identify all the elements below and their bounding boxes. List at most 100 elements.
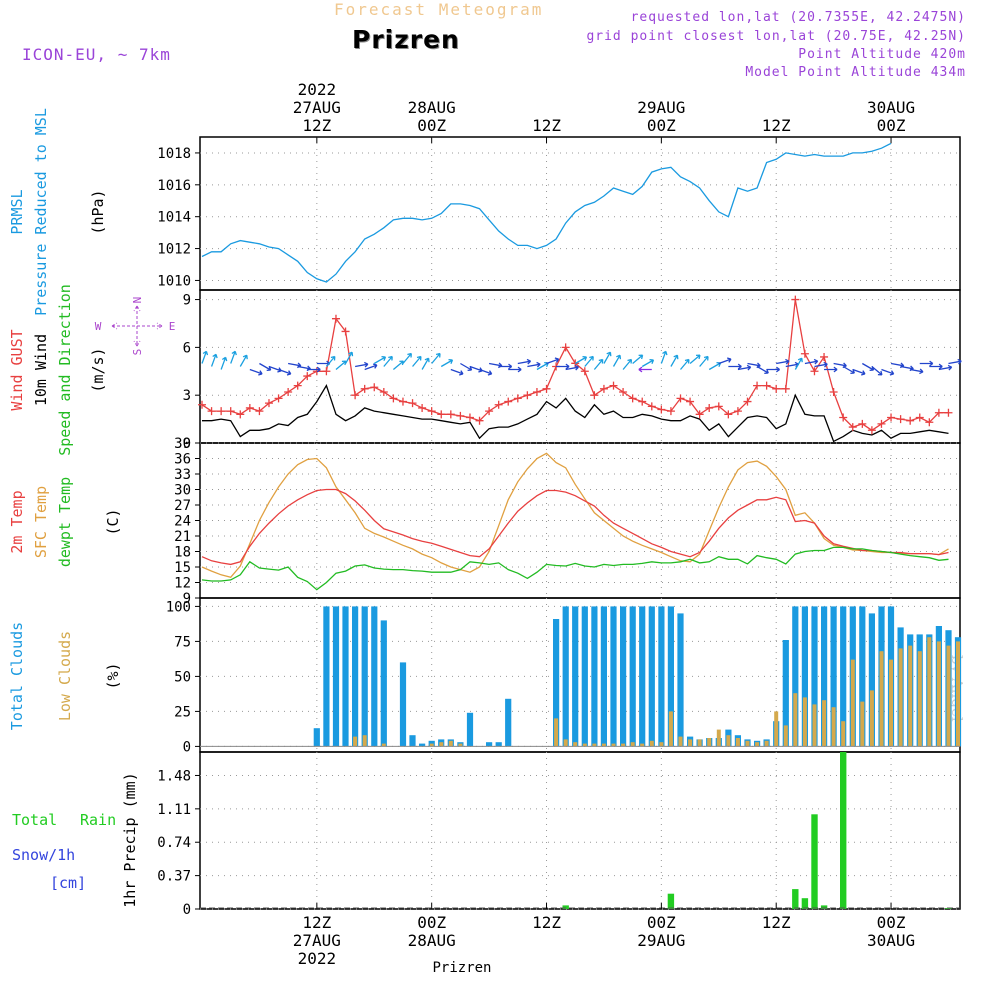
dewpoint-line xyxy=(201,546,949,591)
total-cloud-bar xyxy=(581,606,588,747)
wind-direction-arrow xyxy=(852,368,866,376)
bottom-time-label: 00Z xyxy=(877,913,906,932)
snow-unit-label: [cm] xyxy=(50,874,86,892)
total-cloud-bar xyxy=(313,728,320,747)
low-cloud-bar xyxy=(362,735,367,747)
low-cloud-bar xyxy=(860,701,865,747)
low-cloud-bar xyxy=(755,742,760,747)
gust-marker xyxy=(638,397,647,406)
gust-marker xyxy=(666,407,675,416)
gust-marker xyxy=(906,416,915,425)
top-time-label: 30AUG xyxy=(867,98,915,117)
y-tick-label: 18 xyxy=(174,545,191,561)
y-tick-label: 1016 xyxy=(157,178,191,194)
wind-direction-arrow xyxy=(355,361,369,368)
gust-marker xyxy=(858,419,867,428)
total-cloud-bar xyxy=(361,606,368,747)
gust-marker xyxy=(370,383,379,392)
low-cloud-bar xyxy=(841,721,846,747)
wind-direction-arrow xyxy=(660,350,668,364)
wind-direction-arrow xyxy=(508,366,522,373)
low-cloud-bar xyxy=(917,651,922,747)
gust-marker xyxy=(609,381,618,390)
wind-direction-arrow xyxy=(230,350,237,364)
wind-direction-arrow xyxy=(412,355,422,367)
model-altitude: Model Point Altitude 434m xyxy=(745,65,966,80)
wind-direction-arrow xyxy=(699,355,709,367)
total-cloud-bar xyxy=(352,606,359,747)
gust-marker xyxy=(523,391,532,400)
y-tick-label: 12 xyxy=(174,576,191,592)
low-cloud-bar xyxy=(621,743,626,747)
bottom-time-label: 2022 xyxy=(298,949,337,968)
y-tick-label: 1010 xyxy=(157,273,191,289)
prmsl-desc-label: Pressure Reduced to MSL xyxy=(32,108,50,316)
low-cloud-bar xyxy=(783,725,788,747)
wind-panel-label-3: Speed and Direction xyxy=(56,284,74,456)
rain-bar xyxy=(840,752,847,909)
bottom-time-label: 12Z xyxy=(302,913,331,932)
top-time-label: 00Z xyxy=(877,116,906,135)
wind-direction-arrow xyxy=(201,350,209,364)
low-cloud-bar xyxy=(439,742,444,747)
wind-direction-arrow xyxy=(440,358,454,368)
y-tick-label: 75 xyxy=(174,634,191,650)
total-cloud-bar xyxy=(658,606,665,747)
total-cloud-bar xyxy=(859,606,866,747)
total-cloud-bar xyxy=(677,613,684,747)
wind-speed-line xyxy=(202,384,949,443)
wind-direction-arrow xyxy=(737,364,752,371)
gust-marker xyxy=(465,413,474,422)
total-cloud-bar xyxy=(610,606,617,747)
gust-marker xyxy=(236,410,245,419)
gust-marker xyxy=(820,352,829,361)
gust-marker xyxy=(887,413,896,422)
top-time-label: 2022 xyxy=(298,80,337,99)
gust-marker xyxy=(542,384,551,393)
wind-direction-arrow xyxy=(307,366,321,373)
bottom-time-label: 28AUG xyxy=(408,931,456,950)
low-cloud-bar xyxy=(429,743,434,747)
low-cloud-bar xyxy=(716,729,721,747)
wind-panel-label-1: Wind GUST xyxy=(8,329,26,410)
total-cloud-bar xyxy=(572,606,579,747)
gust-marker xyxy=(686,397,695,406)
low-cloud-bar xyxy=(927,637,932,747)
wind-direction-arrow xyxy=(556,363,570,370)
y-tick-label: 0 xyxy=(183,739,191,755)
gust-marker xyxy=(829,388,838,396)
top-time-label: 29AUG xyxy=(637,98,685,117)
low-cloud-bar xyxy=(879,651,884,747)
low-cloud-bar xyxy=(697,739,702,747)
wind-direction-arrow xyxy=(622,358,633,370)
compass-west-label: W xyxy=(95,320,102,333)
wind-direction-arrow xyxy=(938,364,953,371)
y-tick-label: 1012 xyxy=(157,242,191,258)
low-cloud-bar xyxy=(649,740,654,747)
low-cloud-bar xyxy=(563,739,568,747)
low-cloud-bar xyxy=(554,718,559,747)
y-tick-label: 30 xyxy=(174,483,191,499)
low-cloud-bar xyxy=(458,743,463,747)
wind-unit-label: (m/s) xyxy=(89,347,107,392)
pressure-unit-label: (hPa) xyxy=(89,189,107,234)
gust-marker xyxy=(322,367,331,376)
y-tick-label: 0.37 xyxy=(157,869,191,885)
total-cloud-bar xyxy=(591,606,598,747)
low-cloud-bar xyxy=(936,641,941,747)
low-cloud-bar xyxy=(611,743,616,747)
top-time-label: 00Z xyxy=(647,116,676,135)
rain-bar xyxy=(811,814,818,909)
total-cloud-bar xyxy=(505,698,512,747)
total-cloud-bar xyxy=(792,606,799,747)
y-tick-label: 25 xyxy=(174,704,191,720)
total-cloud-bar xyxy=(419,743,426,747)
wind-direction-arrow xyxy=(794,357,803,370)
gust-marker xyxy=(743,397,752,406)
wind-direction-arrow xyxy=(804,358,819,365)
low-cloud-bar xyxy=(812,704,817,747)
wind-direction-arrow xyxy=(344,351,354,364)
total-cloud-bar xyxy=(466,712,474,747)
panel-frame xyxy=(199,136,961,291)
